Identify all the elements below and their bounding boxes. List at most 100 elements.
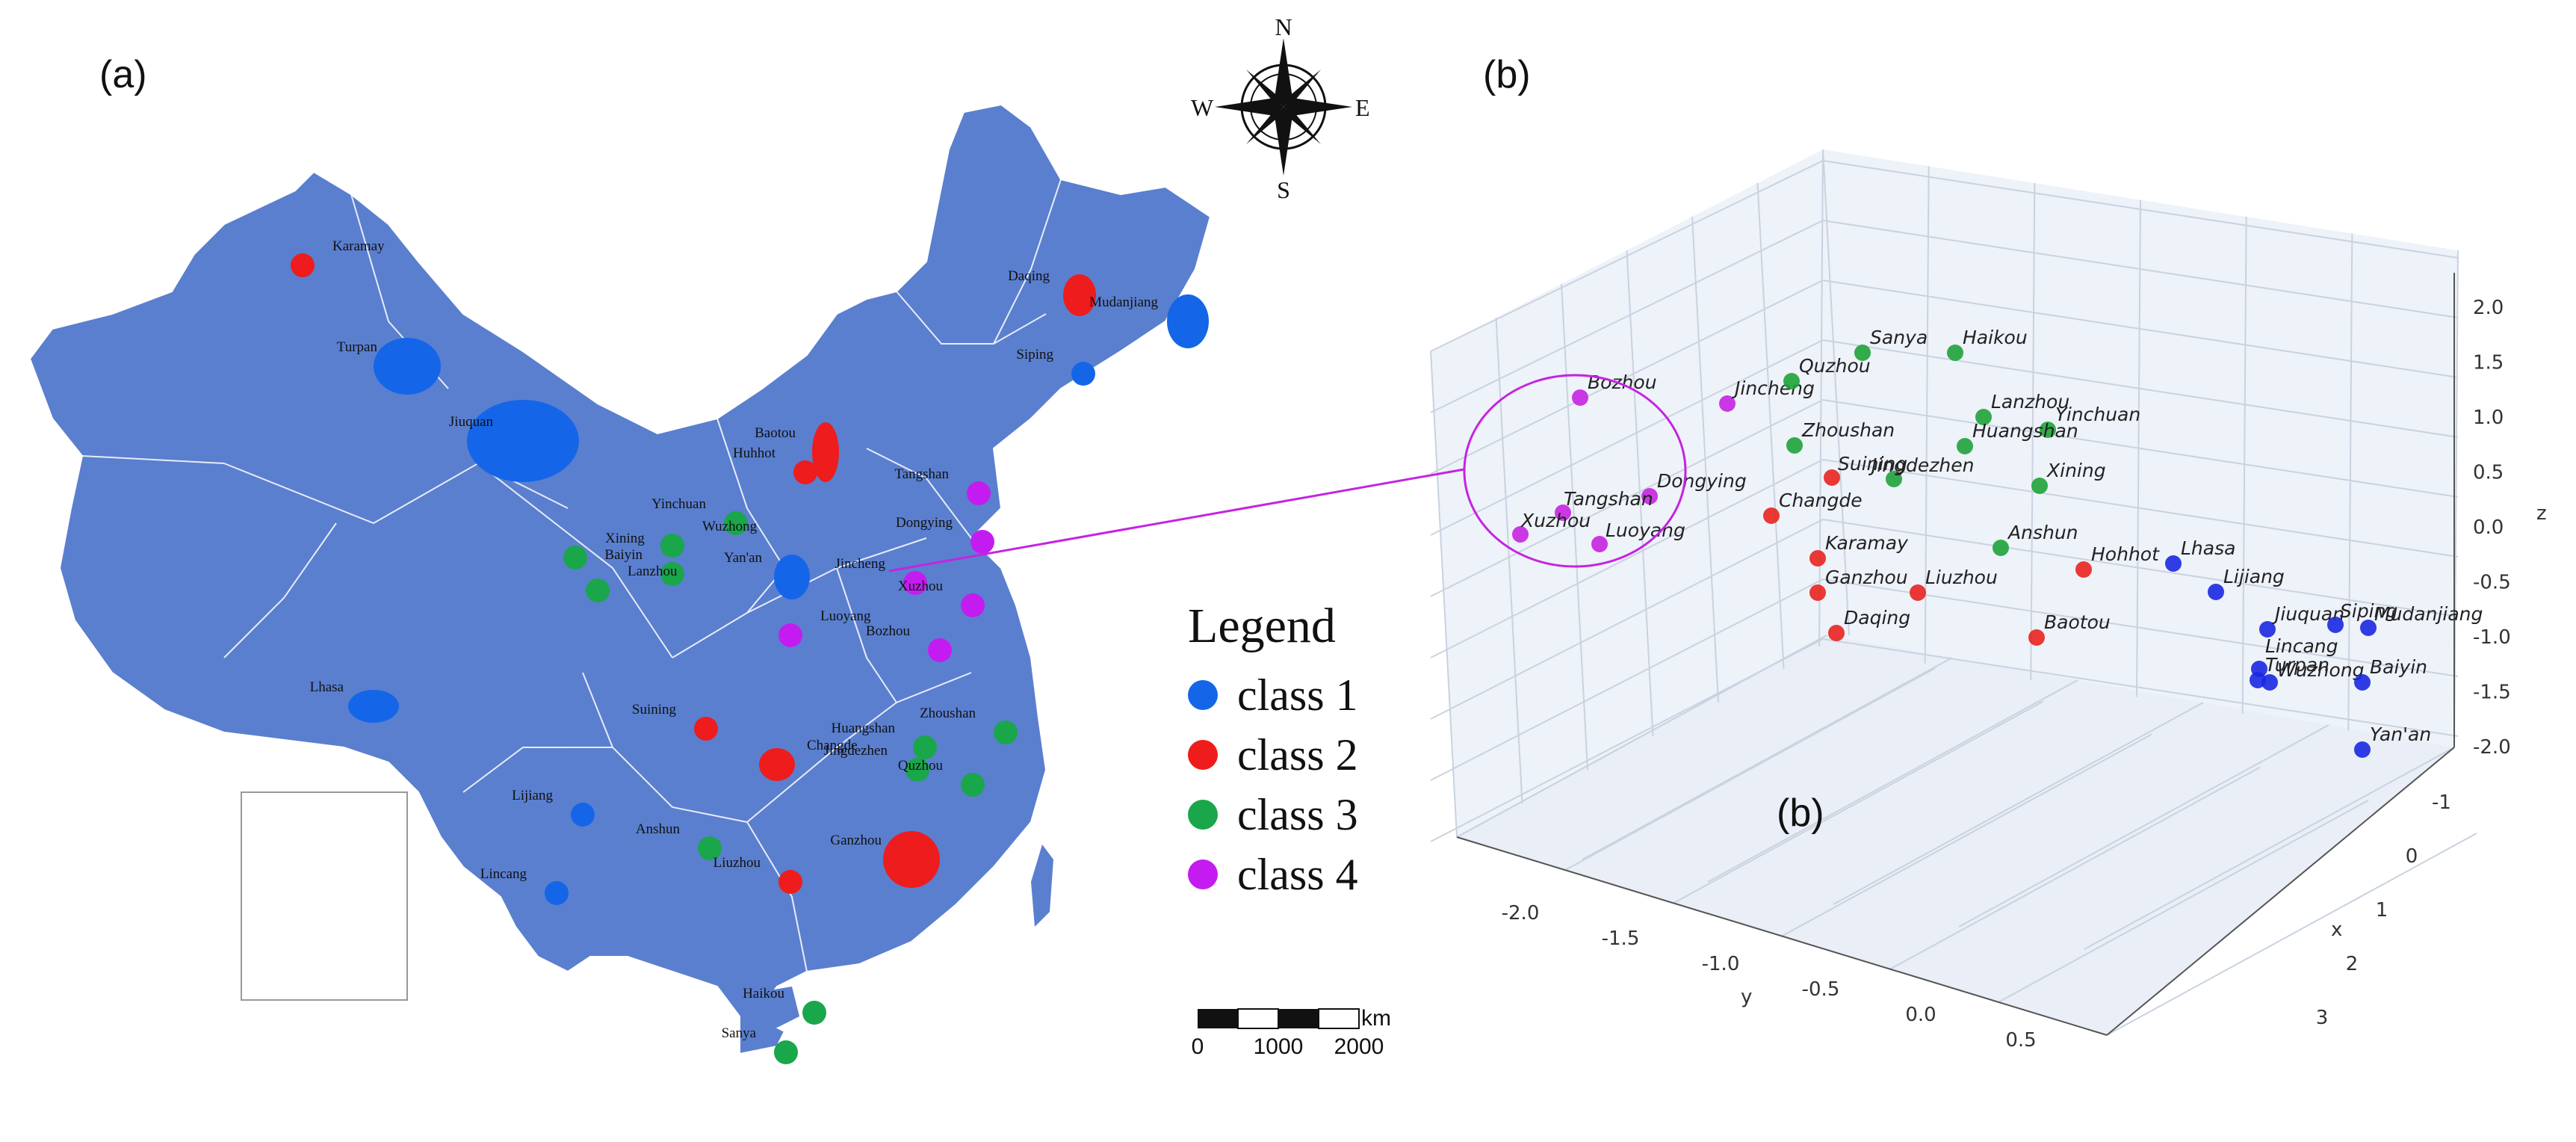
- legend-label: class 4: [1237, 849, 1358, 899]
- point-jingdezhen: [1886, 471, 1902, 487]
- x-tick-label: 1: [2376, 899, 2388, 922]
- point-label-yanan: Yan'an: [2370, 723, 2431, 745]
- class4-highlight-ellipse: [1463, 374, 1687, 568]
- grid-line: [1430, 160, 1824, 352]
- region-tangshan: [967, 481, 991, 505]
- point-zhoushan: [1786, 437, 1803, 454]
- legend: Legend class 1 class 2 class 3 class 4: [1188, 598, 1412, 904]
- city-labels: Karamay Turpan Jiuquan Daqing Mudanjiang Sipi…: [310, 238, 1159, 1041]
- point-turpan: [2250, 672, 2266, 688]
- city-label: Dongying: [896, 515, 953, 531]
- grid-line: [1495, 317, 1523, 804]
- z-tick-label: -1.5: [2473, 682, 2511, 704]
- x-axis-title: x: [2331, 919, 2342, 941]
- point-mudanjiang: [2360, 620, 2377, 636]
- city-label: Siping: [1016, 347, 1053, 362]
- legend-swatch: [1188, 859, 1218, 889]
- grid-line: [1456, 635, 1827, 838]
- point-label-yinchuan: Yinchuan: [2055, 404, 2140, 425]
- region-lijiang: [571, 803, 595, 827]
- region-karamay: [291, 253, 315, 277]
- grid-line: [1430, 459, 1824, 658]
- point-hohhot: [2075, 561, 2092, 578]
- city-label: Lhasa: [310, 679, 344, 695]
- z-tick-label: -2.0: [2473, 736, 2511, 759]
- south-china-sea-inset: [241, 791, 408, 1001]
- point-label-wuzhong: Wuzhong: [2277, 659, 2365, 681]
- point-quzhou: [1783, 373, 1800, 389]
- region-turpan: [374, 338, 441, 395]
- point-label-siping: Siping: [2340, 600, 2397, 622]
- y-axis-title: y: [1741, 986, 1752, 1008]
- region-siping: [1071, 362, 1095, 386]
- point-yanan: [2354, 741, 2371, 758]
- z-tick-label: -0.5: [2473, 572, 2511, 594]
- point-dongying: [1641, 488, 1658, 504]
- grid-line: [1958, 724, 2329, 928]
- grid-line: [1781, 733, 2152, 937]
- point-bozhou: [1572, 389, 1588, 406]
- point-jincheng: [1719, 395, 1736, 412]
- hainan-island: [743, 987, 799, 1031]
- city-label: Daqing: [1008, 268, 1050, 284]
- city-label: Anshun: [636, 821, 681, 837]
- legend-item-class2: class 2: [1188, 725, 1412, 785]
- legend-swatch: [1188, 680, 1218, 710]
- grid-line: [1924, 166, 1930, 664]
- city-label: Suining: [632, 702, 677, 717]
- point-baiyin: [2354, 674, 2371, 691]
- point-siping: [2327, 617, 2344, 633]
- point-suining: [1824, 469, 1840, 486]
- grid-line: [1822, 638, 2459, 737]
- grid-line: [1582, 657, 1953, 860]
- legend-title: Legend: [1188, 599, 1336, 653]
- point-daqing: [1828, 625, 1845, 641]
- panel-b-label: (b): [1483, 53, 1531, 96]
- city-label: Jincheng: [835, 556, 885, 572]
- region-haikou: [802, 1001, 826, 1025]
- region-liuzhou: [778, 870, 802, 894]
- point-lijiang: [2208, 584, 2224, 600]
- grid-line: [1691, 216, 1719, 703]
- region-wuzhong: [660, 534, 684, 558]
- point-label-hohhot: Hohhot: [2091, 543, 2160, 565]
- grid-line: [1707, 679, 2078, 883]
- grid-line: [1822, 578, 2459, 677]
- point-lhasa: [2165, 555, 2182, 572]
- point-label-xuzhou: Xuzhou: [1520, 510, 1591, 531]
- point-label-jiuquan: Jiuquan: [2271, 603, 2344, 625]
- legend-swatch: [1188, 800, 1218, 830]
- region-ganzhou: [883, 831, 940, 888]
- point-huangshan: [1957, 438, 1973, 454]
- grid-line: [1822, 280, 2459, 378]
- point-label-zhoushan: Zhoushan: [1801, 419, 1895, 441]
- point-label-dongying: Dongying: [1657, 470, 1747, 492]
- point-label-lanzhou: Lanzhou: [1991, 391, 2069, 413]
- point-label-bozhou: Bozhou: [1588, 371, 1657, 393]
- grid-line: [1430, 339, 1824, 536]
- point-label-karamay: Karamay: [1825, 532, 1909, 554]
- point-label-turpan: Turpan: [2265, 654, 2329, 676]
- point-label-anshun: Anshun: [2007, 522, 2078, 543]
- city-label: Huhhot: [733, 445, 776, 461]
- point-yinchuan: [2040, 422, 2056, 438]
- y-axis-line: [1456, 836, 2108, 1036]
- compass-n: N: [1275, 13, 1292, 40]
- legend-item-class3: class 3: [1188, 785, 1412, 845]
- scale-tick-1000: 1000: [1254, 1034, 1304, 1059]
- region-yinchuan: [724, 511, 748, 535]
- city-label: Baiyin: [604, 547, 643, 563]
- pane-back: [1431, 149, 2458, 837]
- city-label: Yan'an: [724, 550, 763, 566]
- city-label: Yinchuan: [651, 496, 706, 512]
- point-label-huangshan: Huangshan: [1972, 420, 2078, 442]
- legend-label: class 3: [1237, 789, 1358, 839]
- region-quzhou: [961, 773, 985, 797]
- z-tick-label: 1.5: [2473, 352, 2504, 374]
- point-anshun: [1993, 540, 2009, 556]
- grid-line: [1430, 220, 1824, 413]
- grid-line: [2347, 233, 2353, 731]
- z-tick-label: 0.5: [2473, 462, 2504, 484]
- region-lanzhou: [586, 578, 610, 602]
- y-tick-label: -2.0: [1502, 902, 1540, 925]
